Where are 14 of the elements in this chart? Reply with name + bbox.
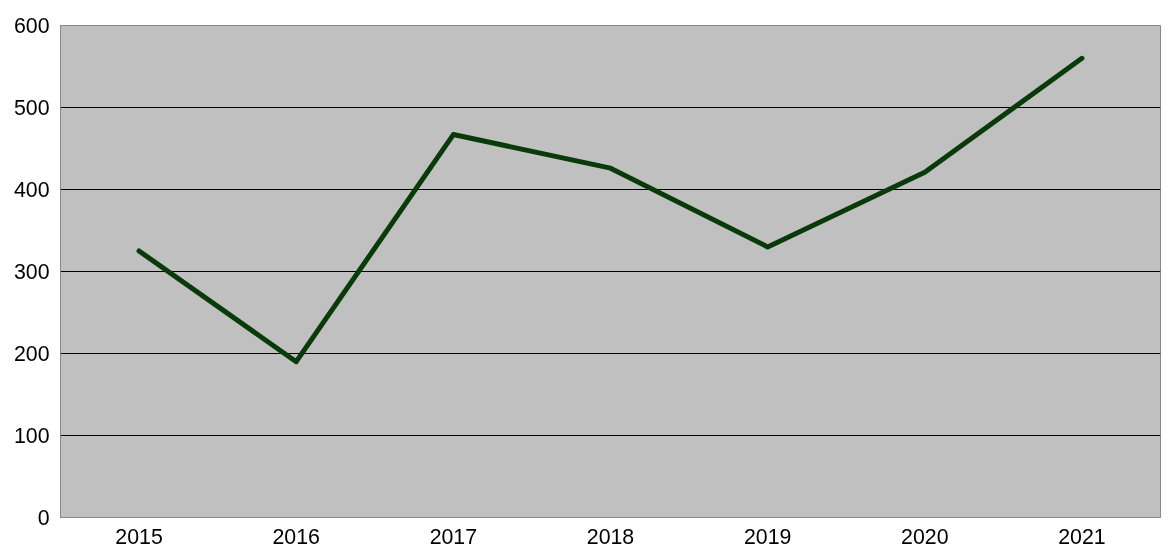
y-tick-label: 400 [13,178,50,202]
y-tick-label: 100 [13,424,50,448]
x-tick-label: 2015 [115,524,163,549]
y-tick-label: 0 [37,506,50,530]
y-tick-label: 300 [13,260,50,284]
x-tick-label: 2017 [429,524,478,549]
x-tick-label: 2020 [901,524,949,549]
x-tick-label: 2021 [1058,524,1106,549]
x-tick-label: 2018 [586,524,635,549]
y-tick-label: 600 [13,14,50,38]
y-tick-label: 200 [13,342,50,366]
y-tick-label: 500 [13,96,50,120]
x-tick-label: 2019 [743,524,792,549]
x-tick-label: 2016 [272,524,320,549]
